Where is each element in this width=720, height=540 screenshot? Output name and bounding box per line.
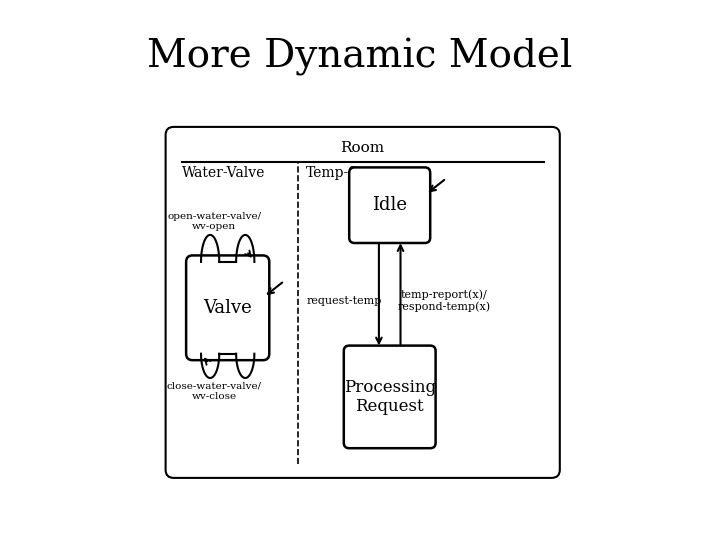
- Text: Temp-Sensor: Temp-Sensor: [306, 166, 398, 180]
- FancyBboxPatch shape: [166, 127, 560, 478]
- Text: More Dynamic Model: More Dynamic Model: [148, 38, 572, 76]
- FancyBboxPatch shape: [349, 167, 431, 243]
- Text: close-water-valve/
wv-close: close-water-valve/ wv-close: [166, 382, 262, 401]
- Text: Room: Room: [341, 141, 384, 156]
- Text: request-temp: request-temp: [306, 296, 382, 306]
- Text: Valve: Valve: [203, 299, 252, 317]
- Text: open-water-valve/
wv-open: open-water-valve/ wv-open: [167, 212, 261, 231]
- Text: Processing
Request: Processing Request: [343, 379, 436, 415]
- Text: Idle: Idle: [372, 196, 408, 214]
- Text: Water-Valve: Water-Valve: [181, 166, 265, 180]
- FancyBboxPatch shape: [186, 255, 269, 360]
- FancyBboxPatch shape: [344, 346, 436, 448]
- Text: temp-report(x)/
respond-temp(x): temp-report(x)/ respond-temp(x): [397, 289, 490, 313]
